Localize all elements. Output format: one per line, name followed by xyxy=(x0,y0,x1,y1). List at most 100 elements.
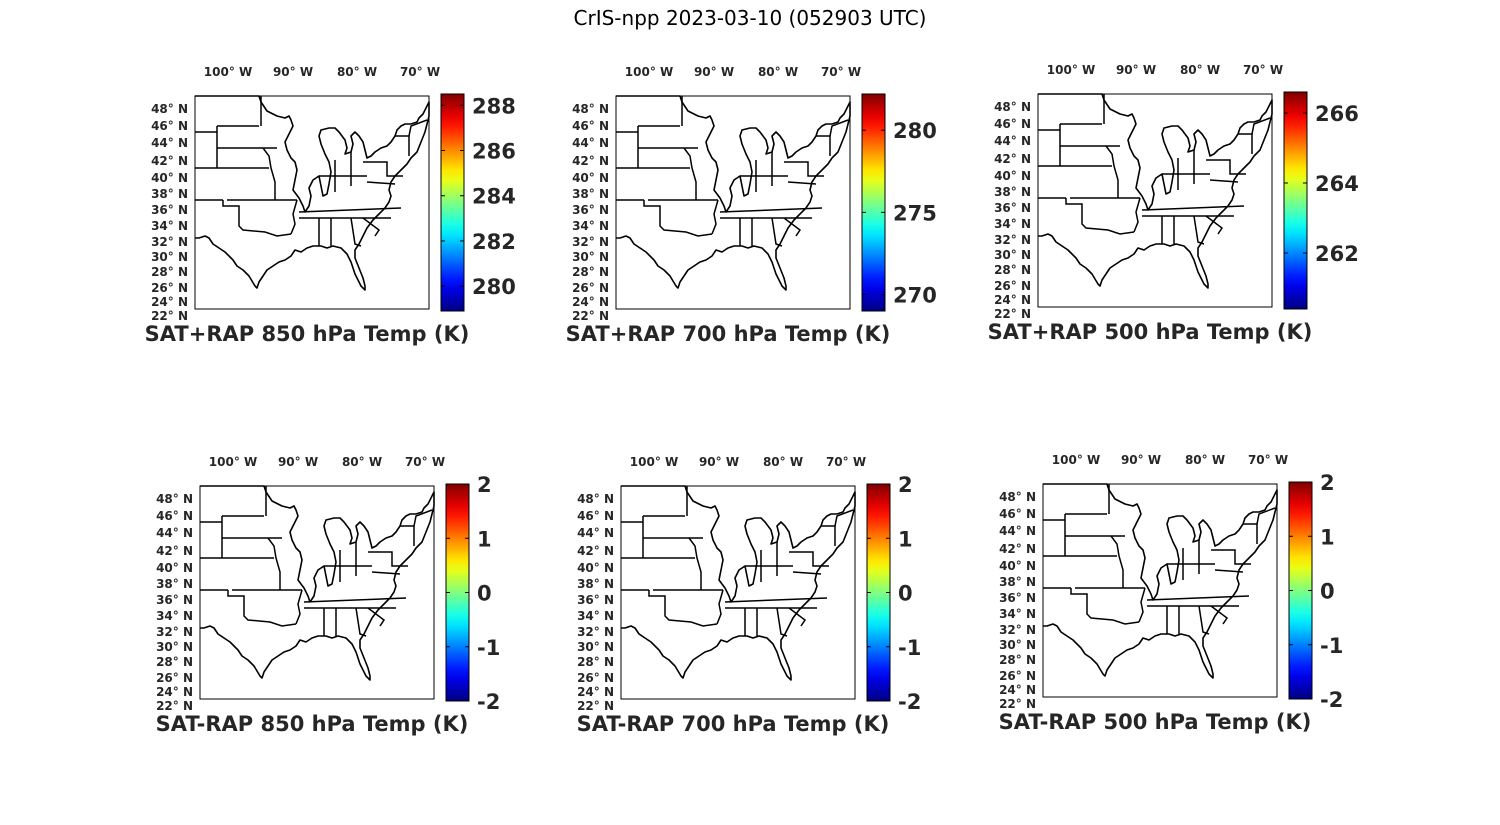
lon-tick-label: 100° W xyxy=(630,455,678,469)
lon-tick-label: 80° W xyxy=(337,65,377,79)
colorbar-tick-label: 1 xyxy=(477,527,492,551)
lat-tick-label: 32° N xyxy=(999,623,1036,637)
state-boundary xyxy=(834,509,854,527)
lat-tick-label: 48° N xyxy=(999,490,1036,504)
state-boundary xyxy=(1205,215,1224,235)
state-boundary xyxy=(408,119,428,137)
colorbar-tick-label: -1 xyxy=(898,636,921,660)
map-frame xyxy=(620,485,856,700)
colorbar-tick-label: -2 xyxy=(477,690,500,714)
coastline xyxy=(195,95,430,291)
map-panel-svg: 100° W 90° W 80° W 70° W 48° N 46° N 44° N 42° … xyxy=(988,63,1359,344)
map-panel: 100° W 90° W 80° W 70° W 48° N 46° N 44° N 42° … xyxy=(554,452,934,746)
panel-title: SAT+RAP 700 hPa Temp (K) xyxy=(566,322,891,346)
map-panel-svg: 100° W 90° W 80° W 70° W 48° N 46° N 44° N 42° … xyxy=(999,453,1344,734)
state-boundary xyxy=(350,217,362,247)
state-boundary xyxy=(1238,133,1253,154)
lat-tick-label: 34° N xyxy=(156,609,193,623)
colorbar-tick-label: 264 xyxy=(1315,172,1359,196)
lat-tick-label: 32° N xyxy=(994,233,1031,247)
state-boundary xyxy=(719,207,823,213)
lat-tick-label: 24° N xyxy=(572,295,609,309)
state-boundary xyxy=(267,537,281,590)
state-boundary xyxy=(1206,159,1246,175)
lat-tick-label: 46° N xyxy=(156,509,193,523)
lat-tick-label: 26° N xyxy=(999,669,1036,683)
colorbar-tick-label: 0 xyxy=(477,582,492,606)
lat-tick-label: 44° N xyxy=(577,526,614,540)
state-boundary xyxy=(1141,205,1245,211)
state-boundary xyxy=(771,217,783,247)
state-boundary xyxy=(1251,117,1271,135)
state-boundary xyxy=(368,551,408,567)
map-frame xyxy=(1042,483,1278,698)
state-boundary xyxy=(303,597,407,603)
colorbar-tick-label: 282 xyxy=(472,230,516,254)
lon-tick-label: 100° W xyxy=(625,65,673,79)
lat-tick-label: 38° N xyxy=(151,187,188,201)
panel-title: SAT+RAP 850 hPa Temp (K) xyxy=(145,322,470,346)
lat-tick-label: 32° N xyxy=(577,625,614,639)
state-boundary xyxy=(711,199,719,235)
lat-tick-label: 24° N xyxy=(156,685,193,699)
lat-tick-label: 42° N xyxy=(156,544,193,558)
state-boundary xyxy=(1105,145,1119,198)
lat-tick-label: 28° N xyxy=(156,655,193,669)
lat-tick-label: 46° N xyxy=(999,507,1036,521)
state-boundary xyxy=(362,217,381,237)
lat-tick-label: 36° N xyxy=(577,593,614,607)
state-boundary xyxy=(1209,179,1239,183)
lat-tick-label: 36° N xyxy=(156,593,193,607)
lat-tick-label: 22° N xyxy=(994,307,1031,321)
colorbar-tick-label: 2 xyxy=(898,473,913,497)
lon-tick-label: 90° W xyxy=(1121,453,1161,467)
map-panel: 100° W 90° W 80° W 70° W 48° N 46° N 44° N 42° … xyxy=(133,452,513,746)
lat-tick-label: 26° N xyxy=(572,281,609,295)
state-boundary xyxy=(1146,595,1250,601)
lat-tick-label: 28° N xyxy=(151,265,188,279)
state-boundary xyxy=(821,525,836,546)
map-panel-svg: 100° W 90° W 80° W 70° W 48° N 46° N 44° N 42° … xyxy=(577,455,922,736)
lat-tick-label: 48° N xyxy=(156,492,193,506)
lat-tick-label: 46° N xyxy=(577,509,614,523)
lat-tick-label: 26° N xyxy=(156,671,193,685)
state-boundary xyxy=(395,135,410,156)
map-frame xyxy=(199,485,435,700)
lon-tick-label: 80° W xyxy=(1185,453,1225,467)
lat-tick-label: 34° N xyxy=(999,607,1036,621)
state-boundary xyxy=(298,207,402,213)
state-boundary xyxy=(1198,605,1210,635)
lat-tick-label: 22° N xyxy=(577,699,614,713)
colorbar-tick-label: 275 xyxy=(893,201,937,225)
lat-tick-label: 22° N xyxy=(999,697,1036,711)
map-panel: 100° W 90° W 80° W 70° W 48° N 46° N 44° N 42° … xyxy=(549,62,937,356)
lat-tick-label: 36° N xyxy=(999,591,1036,605)
lat-tick-label: 30° N xyxy=(572,250,609,264)
coastline xyxy=(200,485,435,681)
lat-tick-label: 44° N xyxy=(994,134,1031,148)
state-boundary xyxy=(1193,215,1205,245)
lat-tick-label: 48° N xyxy=(994,100,1031,114)
lon-tick-label: 100° W xyxy=(209,455,257,469)
lon-tick-label: 100° W xyxy=(1047,63,1095,77)
state-boundary xyxy=(1243,523,1258,544)
lat-tick-label: 36° N xyxy=(994,201,1031,215)
coastline xyxy=(1043,483,1278,679)
coastline xyxy=(616,95,851,291)
state-boundary xyxy=(643,200,713,237)
lat-tick-label: 28° N xyxy=(572,265,609,279)
lat-tick-label: 26° N xyxy=(577,671,614,685)
state-boundary xyxy=(1138,587,1146,623)
state-boundary xyxy=(648,590,718,627)
state-boundary xyxy=(1210,605,1229,625)
state-boundary xyxy=(355,607,367,637)
lat-tick-label: 40° N xyxy=(994,169,1031,183)
lat-tick-label: 24° N xyxy=(151,295,188,309)
map-panel: 100° W 90° W 80° W 70° W 48° N 46° N 44° N 42° … xyxy=(971,60,1359,354)
map-frame xyxy=(1037,93,1273,308)
lat-tick-label: 32° N xyxy=(151,235,188,249)
colorbar-tick-label: 288 xyxy=(472,94,516,118)
lat-tick-label: 32° N xyxy=(572,235,609,249)
lat-tick-label: 38° N xyxy=(994,185,1031,199)
state-boundary xyxy=(716,589,724,625)
